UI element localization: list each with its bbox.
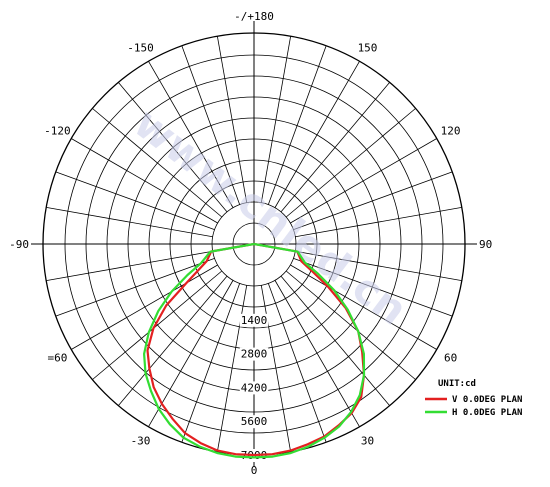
grid-spoke (280, 275, 390, 406)
radial-tick-label-bg (239, 415, 269, 429)
legend-label-h-plan: H 0.0DEG PLAN (452, 408, 522, 418)
radial-tick-label-bg (239, 347, 269, 361)
angle-label: 90 (479, 238, 492, 251)
grid-spoke (46, 250, 213, 282)
grid-spoke (118, 82, 228, 213)
grid-spoke (55, 171, 215, 231)
angle-label: -150 (127, 41, 154, 54)
angle-label: -90 (9, 238, 29, 251)
grid-spoke (293, 171, 453, 231)
grid-spoke (293, 257, 453, 317)
radial-tick-label-bg (239, 313, 269, 327)
angle-label: 60 (444, 352, 457, 365)
grid-spoke (216, 285, 248, 452)
radial-tick-label: 1400 (241, 314, 268, 327)
radial-tick-label: 4200 (241, 381, 268, 394)
angle-label: 30 (361, 435, 374, 448)
grid-spoke (148, 61, 234, 208)
angle-label: =60 (47, 352, 67, 365)
unit-label: UNIT:cd (438, 379, 476, 389)
grid-spoke (260, 36, 292, 203)
watermark: www.cnled.cn (125, 98, 417, 335)
grid-spoke (274, 280, 360, 427)
grid-spoke (267, 283, 327, 443)
angle-label: 150 (358, 41, 378, 54)
radial-tick-label-bg (239, 381, 269, 395)
grid-spoke (290, 138, 437, 224)
grid-spoke (295, 206, 462, 238)
grid-spoke (71, 138, 218, 224)
grid-spoke (181, 45, 241, 205)
grid-spoke (148, 280, 234, 427)
grid-spoke (118, 275, 228, 406)
intensity-curves (143, 242, 366, 459)
grid-spoke (267, 45, 327, 205)
grid-spoke (46, 206, 213, 238)
angle-label: 120 (441, 125, 461, 138)
grid-spoke (92, 108, 223, 218)
angle-label: -30 (131, 435, 151, 448)
grid-spoke (290, 264, 437, 350)
series-curve-1 (143, 242, 366, 459)
angle-label: -120 (44, 125, 71, 138)
legend: UNIT:cd V 0.0DEG PLAN H 0.0DEG PLAN (425, 379, 522, 418)
grid-spoke (71, 264, 218, 350)
angle-label: -/+180 (234, 10, 274, 23)
radial-tick-label: 5600 (241, 415, 268, 428)
grid-spoke (274, 61, 360, 208)
radial-tick-label: 2800 (241, 348, 268, 361)
grid-spoke (92, 270, 223, 380)
grid-spoke (280, 82, 390, 213)
grid-spoke (55, 257, 215, 317)
grid-spoke (181, 283, 241, 443)
angle-labels: 0 30 -30 60 =60 90 -90 120 -120 150 -150 -/+180 (9, 10, 492, 477)
legend-label-v-plan: V 0.0DEG PLAN (452, 395, 522, 405)
grid-spoke (260, 285, 292, 452)
angle-label: 0 (251, 464, 258, 477)
grid-spoke (216, 36, 248, 203)
grid-spoke (295, 250, 462, 282)
grid-spoke (285, 270, 416, 380)
watermark-layer: www.cnled.cn (125, 98, 417, 335)
grid-spoke (285, 108, 416, 218)
